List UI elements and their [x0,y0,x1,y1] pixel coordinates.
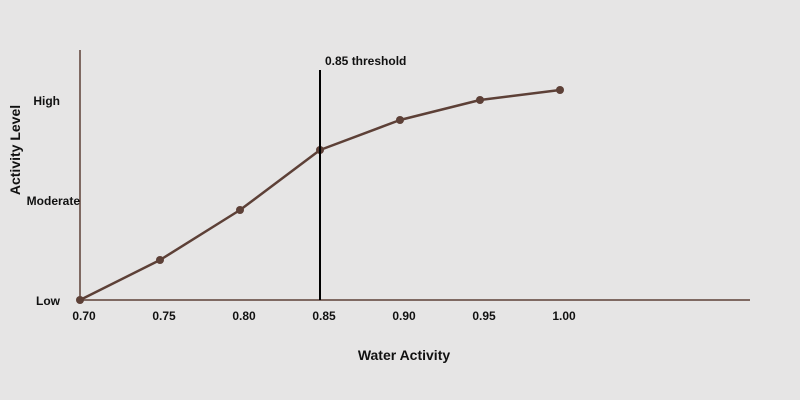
y-tick-label: Low [36,294,61,308]
x-tick-label: 0.70 [72,309,96,323]
y-tick-label: High [33,94,60,108]
threshold-label: 0.85 threshold [325,54,406,68]
x-tick-labels: 0.70 0.75 0.80 0.85 0.90 0.95 1.00 [72,309,576,323]
data-point [236,206,244,214]
y-tick-labels: Low Moderate High [27,94,81,308]
x-tick-label: 0.75 [152,309,176,323]
annotation-layer: 0.85 threshold [319,54,406,300]
axes [79,50,750,301]
x-tick-label: 0.80 [232,309,256,323]
x-tick-label: 1.00 [552,309,576,323]
y-axis-title: Activity Level [7,105,23,195]
x-tick-label: 0.95 [472,309,496,323]
data-point [396,116,404,124]
x-tick-label: 0.85 [312,309,336,323]
data-point [556,86,564,94]
data-point [476,96,484,104]
x-axis-title: Water Activity [358,347,451,363]
x-tick-label: 0.90 [392,309,416,323]
data-point [76,296,84,304]
data-point [156,256,164,264]
y-tick-label: Moderate [27,194,81,208]
